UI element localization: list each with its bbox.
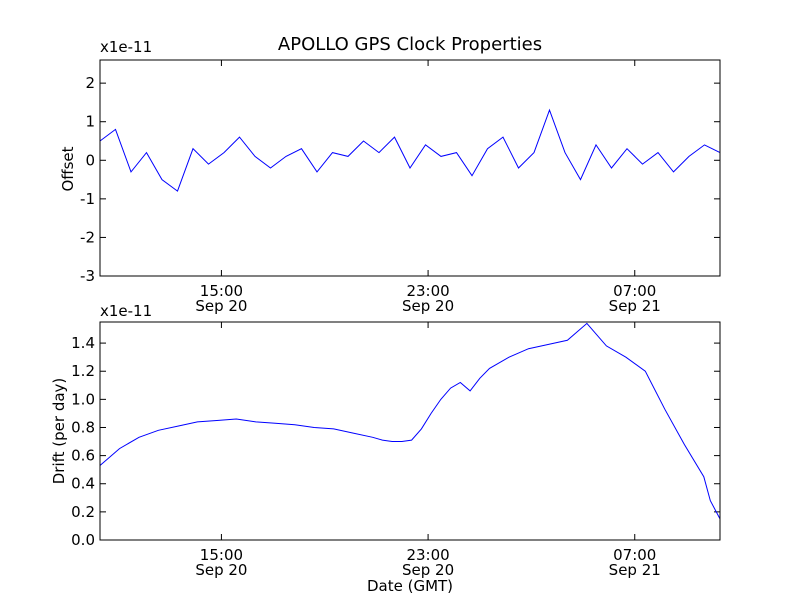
offset-x-tick-time: 23:00: [406, 282, 449, 300]
drift-y-tick-label: 0.6: [71, 447, 95, 465]
drift-x-tick-time: 07:00: [613, 546, 656, 564]
drift-y-multiplier: x1e-11: [100, 302, 152, 320]
offset-x-tick-date: Sep 20: [195, 297, 247, 315]
offset-y-multiplier: x1e-11: [100, 38, 152, 56]
offset-y-axis-label: Offset: [59, 146, 77, 191]
offset-x-tick-time: 15:00: [200, 282, 243, 300]
offset-y-tick-label: -3: [80, 267, 95, 285]
offset-x-tick-time: 07:00: [613, 282, 656, 300]
drift-x-axis-label: Date (GMT): [367, 577, 453, 595]
drift-y-tick-label: 0.4: [71, 475, 95, 493]
offset-x-tick-date: Sep 20: [402, 297, 454, 315]
offset-y-tick-label: -1: [80, 190, 95, 208]
drift-plot-frame: [99, 321, 721, 541]
drift-y-tick-label: 1.2: [71, 362, 95, 380]
drift-y-tick-label: 0.0: [71, 531, 95, 549]
offset-plot-frame: [99, 59, 721, 277]
drift-y-tick-label: 1.4: [71, 334, 95, 352]
drift-chart: x1e-11 Drift (per day) Date (GMT) 0.0 0.2…: [50, 302, 721, 595]
offset-y-tick-label: 2: [85, 74, 95, 92]
offset-chart: APOLLO GPS Clock Properties x1e-11 Offse…: [59, 34, 721, 315]
offset-y-tick-label: -2: [80, 228, 95, 246]
drift-x-tick-date: Sep 20: [402, 561, 454, 579]
offset-series-line: [99, 108, 721, 192]
drift-x-tick-date: Sep 21: [609, 561, 661, 579]
offset-y-tick-label: 0: [85, 151, 95, 169]
drift-x-tick-date: Sep 20: [195, 561, 247, 579]
drift-x-tick-time: 23:00: [406, 546, 449, 564]
chart-title: APOLLO GPS Clock Properties: [278, 34, 542, 55]
drift-series-line: [99, 322, 721, 520]
drift-x-tick-time: 15:00: [200, 546, 243, 564]
offset-x-tick-date: Sep 21: [609, 297, 661, 315]
drift-y-tick-label: 0.8: [71, 418, 95, 436]
offset-y-tick-label: 1: [85, 113, 95, 131]
drift-y-tick-label: 1.0: [71, 390, 95, 408]
drift-y-tick-label: 0.2: [71, 503, 95, 521]
drift-y-axis-label: Drift (per day): [50, 378, 68, 485]
